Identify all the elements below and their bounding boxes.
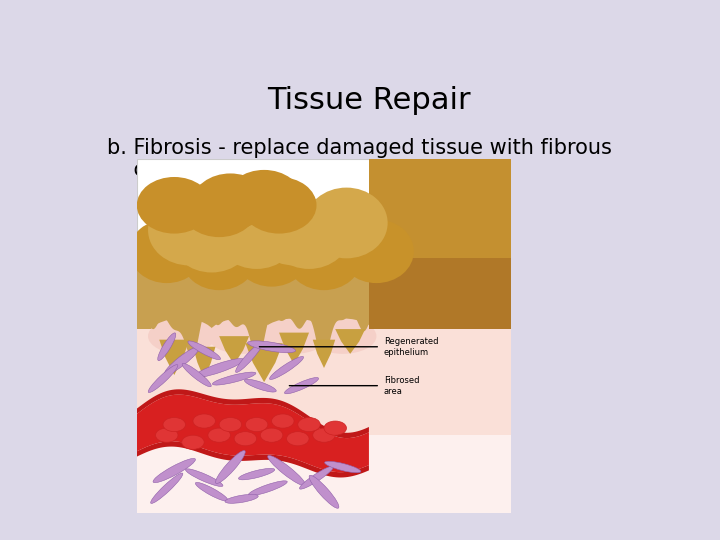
Ellipse shape bbox=[212, 372, 256, 385]
Ellipse shape bbox=[215, 198, 298, 269]
Ellipse shape bbox=[200, 187, 283, 258]
Polygon shape bbox=[336, 329, 365, 354]
Ellipse shape bbox=[242, 177, 317, 234]
Ellipse shape bbox=[182, 363, 211, 387]
Ellipse shape bbox=[171, 202, 253, 273]
Ellipse shape bbox=[268, 455, 305, 485]
Polygon shape bbox=[137, 389, 369, 438]
Polygon shape bbox=[312, 340, 336, 368]
Ellipse shape bbox=[193, 414, 215, 428]
Ellipse shape bbox=[238, 468, 275, 480]
Ellipse shape bbox=[271, 414, 294, 428]
Ellipse shape bbox=[269, 356, 304, 380]
Ellipse shape bbox=[130, 219, 204, 283]
Ellipse shape bbox=[234, 431, 256, 446]
Ellipse shape bbox=[248, 481, 287, 496]
Polygon shape bbox=[137, 395, 369, 472]
Ellipse shape bbox=[253, 194, 336, 265]
Ellipse shape bbox=[339, 219, 414, 283]
Ellipse shape bbox=[181, 435, 204, 449]
Ellipse shape bbox=[181, 226, 256, 290]
Ellipse shape bbox=[325, 461, 361, 472]
Ellipse shape bbox=[225, 495, 258, 503]
Ellipse shape bbox=[248, 341, 296, 353]
Ellipse shape bbox=[148, 364, 178, 393]
Ellipse shape bbox=[215, 450, 246, 483]
Ellipse shape bbox=[246, 417, 268, 431]
Ellipse shape bbox=[195, 482, 228, 501]
Ellipse shape bbox=[287, 226, 361, 290]
Ellipse shape bbox=[164, 347, 199, 375]
Text: Tissue Repair: Tissue Repair bbox=[267, 85, 471, 114]
Ellipse shape bbox=[294, 216, 369, 280]
Ellipse shape bbox=[300, 466, 333, 489]
Ellipse shape bbox=[186, 469, 223, 487]
Polygon shape bbox=[137, 441, 369, 477]
Ellipse shape bbox=[261, 428, 283, 442]
Ellipse shape bbox=[194, 359, 244, 377]
Text: Fibrosed
area: Fibrosed area bbox=[384, 376, 420, 396]
Ellipse shape bbox=[261, 319, 328, 354]
Polygon shape bbox=[193, 347, 215, 379]
Bar bbox=[369, 159, 511, 329]
Ellipse shape bbox=[305, 187, 387, 258]
Ellipse shape bbox=[208, 319, 275, 354]
Ellipse shape bbox=[158, 333, 176, 361]
Ellipse shape bbox=[245, 379, 276, 392]
Ellipse shape bbox=[242, 212, 317, 276]
Ellipse shape bbox=[227, 170, 302, 226]
Text: Regenerated
epithelium: Regenerated epithelium bbox=[384, 337, 438, 357]
Ellipse shape bbox=[156, 428, 178, 442]
Ellipse shape bbox=[189, 216, 264, 280]
Ellipse shape bbox=[219, 417, 242, 431]
Text: connective tissue (scar): connective tissue (scar) bbox=[107, 160, 382, 180]
Ellipse shape bbox=[287, 431, 309, 446]
Bar bbox=[369, 258, 511, 329]
Bar bbox=[137, 258, 511, 329]
Ellipse shape bbox=[137, 177, 212, 234]
Ellipse shape bbox=[309, 475, 339, 508]
Ellipse shape bbox=[208, 428, 230, 442]
Ellipse shape bbox=[235, 342, 263, 373]
Ellipse shape bbox=[148, 194, 230, 265]
Polygon shape bbox=[219, 336, 249, 364]
Ellipse shape bbox=[188, 341, 220, 360]
Ellipse shape bbox=[193, 173, 268, 230]
Bar bbox=[137, 319, 511, 513]
Ellipse shape bbox=[324, 421, 346, 435]
Ellipse shape bbox=[148, 319, 215, 354]
Text: b. Fibrosis - replace damaged tissue with fibrous: b. Fibrosis - replace damaged tissue wit… bbox=[107, 138, 611, 158]
Polygon shape bbox=[246, 343, 283, 382]
Ellipse shape bbox=[163, 417, 186, 431]
Bar bbox=[137, 435, 511, 513]
Ellipse shape bbox=[234, 223, 309, 287]
Polygon shape bbox=[137, 258, 369, 360]
Ellipse shape bbox=[298, 417, 320, 431]
Ellipse shape bbox=[309, 319, 377, 354]
Ellipse shape bbox=[268, 198, 350, 269]
Polygon shape bbox=[279, 333, 309, 364]
Ellipse shape bbox=[153, 458, 195, 483]
Ellipse shape bbox=[312, 428, 336, 442]
Ellipse shape bbox=[150, 473, 183, 503]
Polygon shape bbox=[159, 340, 189, 375]
Ellipse shape bbox=[181, 180, 256, 237]
Ellipse shape bbox=[284, 377, 318, 394]
